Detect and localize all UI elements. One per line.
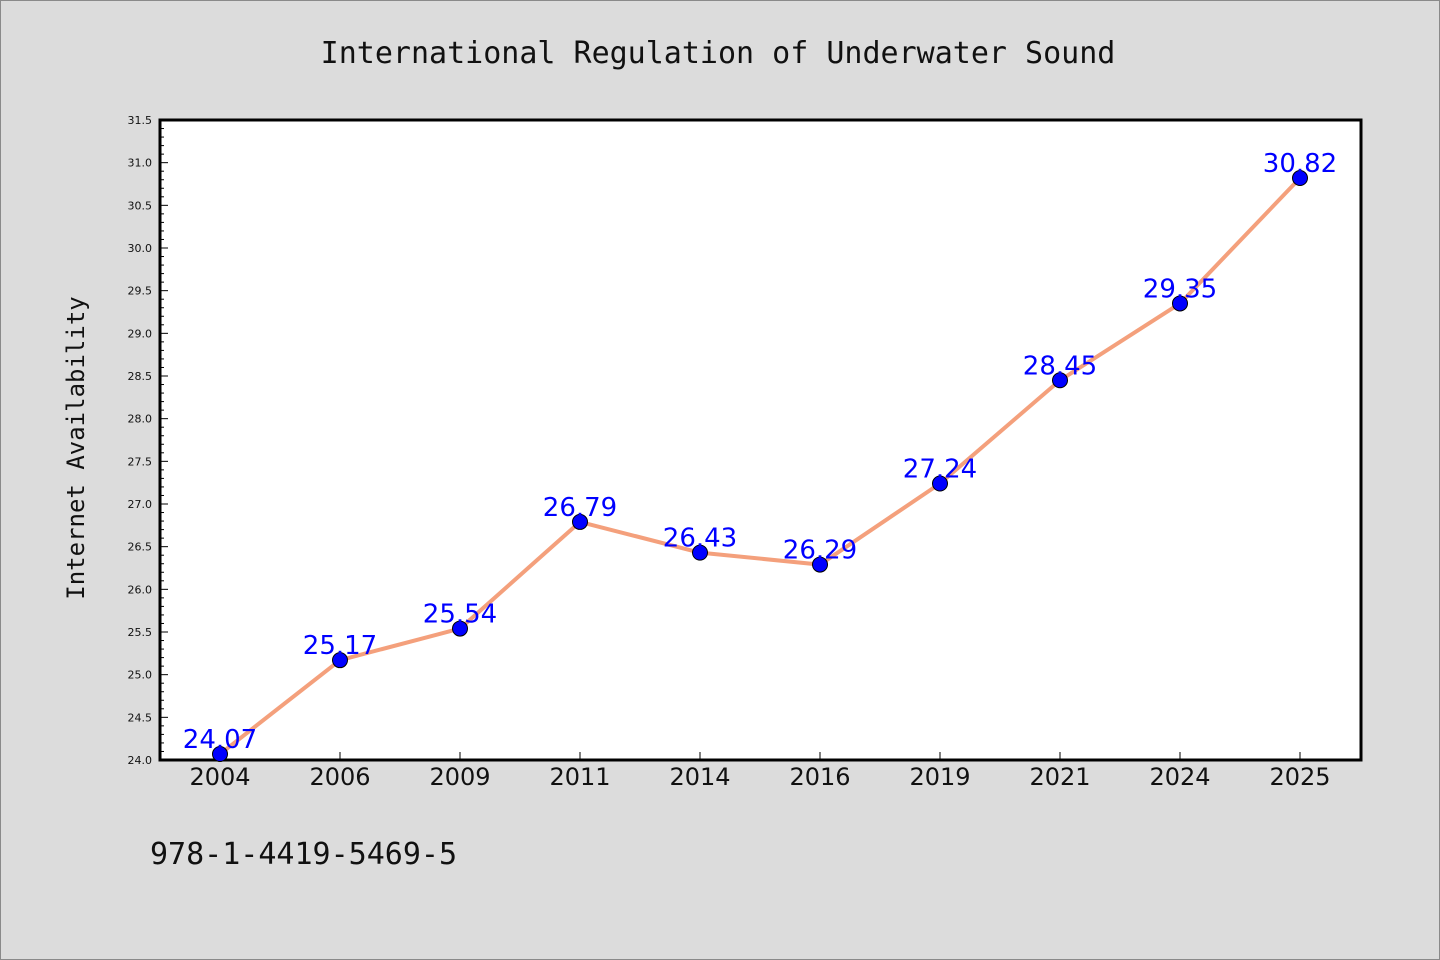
data-point-label: 26.29 <box>783 536 857 566</box>
y-tick-label: 29.5 <box>128 285 153 298</box>
data-point-label: 25.54 <box>423 600 497 630</box>
x-axis: 2004 2006 2009 2011 2014 2016 2019 2021 2024 2025 <box>189 752 1331 791</box>
y-tick-label: 25.0 <box>128 669 153 682</box>
data-point-label: 26.79 <box>543 493 617 523</box>
data-point-label: 29.35 <box>1143 274 1217 304</box>
y-tick-label: 30.0 <box>128 242 153 255</box>
y-tick-label: 31.0 <box>128 157 153 170</box>
y-tick-label: 26.0 <box>128 583 153 596</box>
data-point-marker <box>212 746 228 763</box>
chart-title: International Regulation of Underwater S… <box>321 36 1116 71</box>
data-point-marker <box>932 475 948 492</box>
x-tick-label: 2009 <box>429 763 490 791</box>
y-tick-label: 28.0 <box>128 413 153 426</box>
series-lines <box>218 176 1302 757</box>
data-point-marker <box>452 620 468 637</box>
series-line <box>218 176 1302 757</box>
isbn-footer: 978-1-4419-5469-5 <box>150 837 457 872</box>
y-tick-label: 28.5 <box>128 370 153 383</box>
data-point-marker <box>1292 170 1308 187</box>
x-tick-label: 2011 <box>549 763 610 791</box>
data-point-label: 25.17 <box>303 631 377 661</box>
data-point-label: 30.82 <box>1263 149 1337 179</box>
data-point-marker <box>1172 295 1188 312</box>
x-tick-label: 2014 <box>669 763 730 791</box>
data-point-marker <box>332 652 348 669</box>
data-point-label: 28.45 <box>1023 351 1097 381</box>
y-tick-label: 26.5 <box>128 541 153 554</box>
data-point-label: 24.07 <box>183 725 257 755</box>
y-tick-label: 24.0 <box>128 754 153 767</box>
x-tick-label: 2006 <box>309 763 370 791</box>
y-axis-label: Internet Availability <box>62 296 90 599</box>
x-tick-label: 2004 <box>189 763 250 791</box>
data-point-label: 27.24 <box>903 455 977 485</box>
x-tick-label: 2024 <box>1149 763 1210 791</box>
data-point-marker <box>812 556 828 573</box>
series-markers <box>212 170 1308 763</box>
x-tick-label: 2019 <box>909 763 970 791</box>
data-point-marker <box>1052 372 1068 389</box>
x-tick-label: 2025 <box>1269 763 1330 791</box>
x-tick-label: 2021 <box>1029 763 1090 791</box>
y-tick-label: 27.5 <box>128 455 153 468</box>
data-point-label: 26.43 <box>663 524 737 554</box>
y-tick-label: 24.5 <box>128 711 153 724</box>
y-tick-label: 25.5 <box>128 626 153 639</box>
data-point-marker <box>692 544 708 561</box>
y-tick-label: 31.5 <box>128 114 153 127</box>
y-tick-label: 30.5 <box>128 199 153 212</box>
y-axis: 24.0 24.5 25.0 25.5 26.0 26.5 27.0 27.5 28.0 28.5… <box>128 114 168 767</box>
y-tick-label: 27.0 <box>128 498 153 511</box>
x-tick-label: 2016 <box>789 763 850 791</box>
data-labels: 24.07 25.17 25.54 26.79 26.43 26.29 27.24 28.45… <box>183 149 1337 755</box>
data-point-marker <box>572 513 588 530</box>
y-tick-label: 29.0 <box>128 327 153 340</box>
